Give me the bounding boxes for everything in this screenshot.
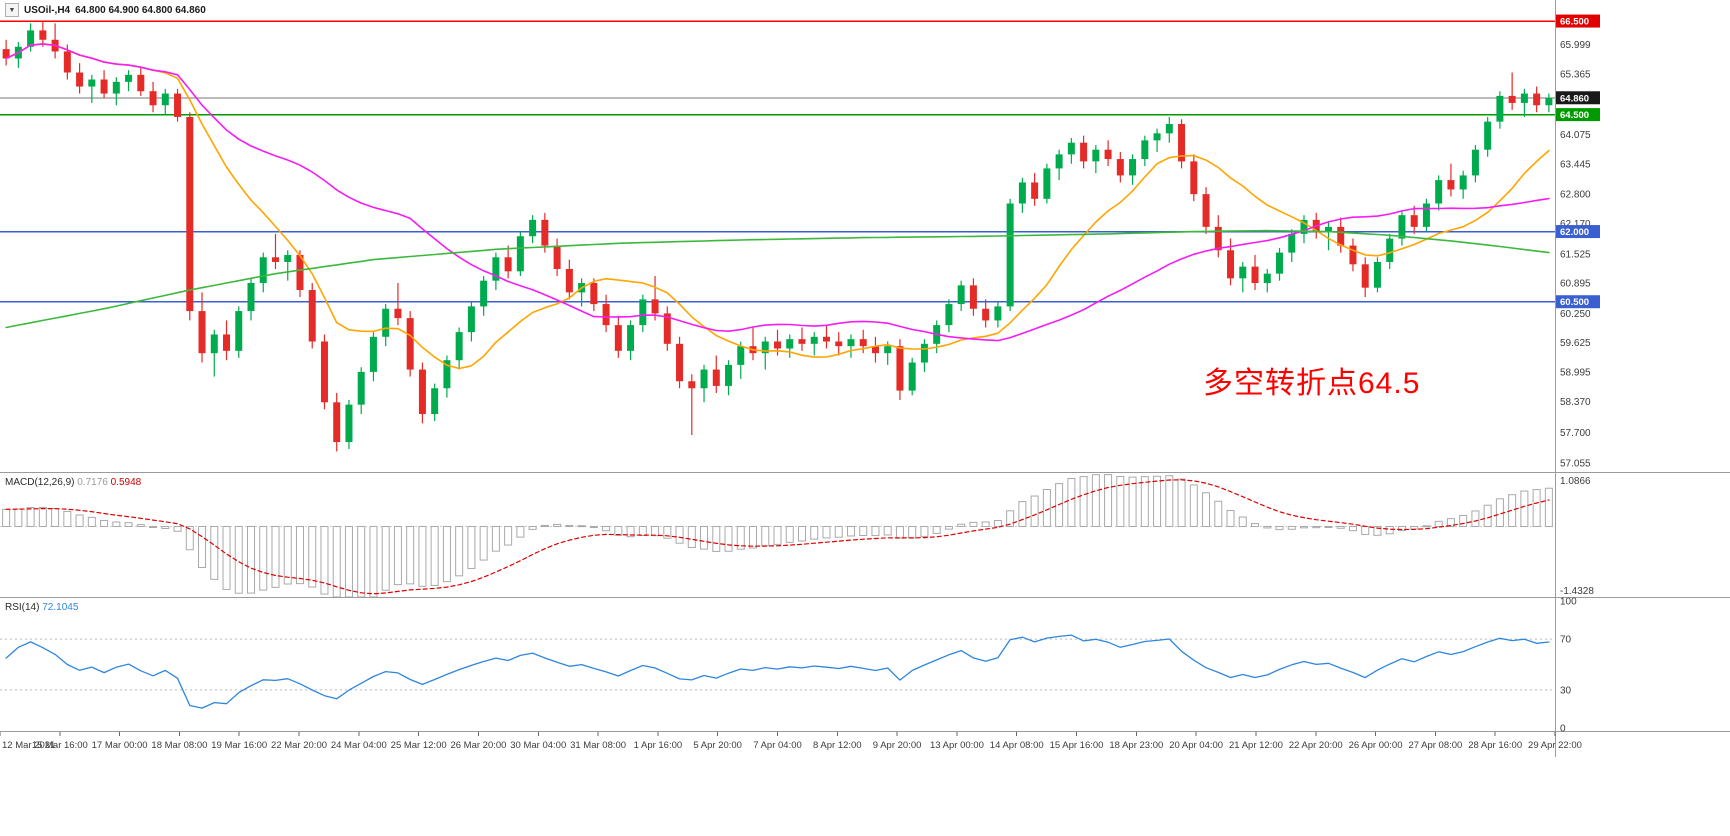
price-axis-label: 65.365 [1560, 70, 1591, 81]
macd-main-value: 0.7176 [77, 477, 108, 488]
rsi-name: RSI(14) [5, 602, 40, 613]
price-axis-label: 57.700 [1560, 428, 1591, 439]
symbol-timeframe-label: USOil-,H4 [24, 4, 71, 16]
price-axis-label: 63.445 [1560, 159, 1591, 170]
time-axis-label: 30 Mar 04:00 [510, 740, 566, 751]
price-axis-label: 57.055 [1560, 458, 1591, 469]
price-axis-label: 60.250 [1560, 309, 1591, 320]
macd-layer [0, 474, 1555, 598]
time-axis-label: 14 Apr 08:00 [990, 740, 1044, 751]
price-axis-label: 60.895 [1560, 279, 1591, 290]
candles-layer [2, 21, 1553, 452]
price-axis-label: 61.525 [1560, 249, 1591, 260]
price-axis-label: 62.800 [1560, 190, 1591, 201]
time-axis-label: 28 Apr 16:00 [1468, 740, 1522, 751]
price-axis-label: 62.170 [1560, 219, 1591, 230]
price-badge-text: 60.500 [1560, 297, 1589, 308]
time-axis-label: 18 Apr 23:00 [1109, 740, 1163, 751]
rsi-value: 72.1045 [42, 602, 79, 613]
macd-signal-line [5, 479, 1550, 595]
rsi-axis-label: 70 [1560, 635, 1572, 646]
macd-name: MACD(12,26,9) [5, 477, 75, 488]
time-axis-label: 24 Mar 04:00 [331, 740, 387, 751]
time-axis-label: 1 Apr 16:00 [634, 740, 683, 751]
chart-title-bar: ▼ USOil-,H4 64.800 64.900 64.800 64.860 [5, 3, 206, 17]
time-axis-label: 25 Mar 12:00 [391, 740, 447, 751]
time-axis-label: 18 Mar 08:00 [151, 740, 207, 751]
time-axis-label: 9 Apr 20:00 [873, 740, 922, 751]
rsi-layer [0, 634, 1555, 709]
time-axis-label: 15 Apr 16:00 [1050, 740, 1104, 751]
hlines-layer [0, 20, 1555, 303]
sma-mid-line [5, 43, 1550, 342]
time-axis-label: 22 Apr 20:00 [1289, 740, 1343, 751]
price-axis-label: 59.625 [1560, 338, 1591, 349]
macd-axis-min: -1.4328 [1560, 586, 1594, 597]
price-badge-text: 64.500 [1560, 110, 1589, 121]
price-badge-60.500 [1556, 295, 1600, 309]
time-axis-label: 31 Mar 08:00 [570, 740, 626, 751]
price-axis-label: 58.995 [1560, 368, 1591, 379]
price-axis-label: 65.999 [1560, 40, 1591, 51]
time-axis-label: 21 Apr 12:00 [1229, 740, 1283, 751]
rsi-axis-label: 100 [1560, 597, 1577, 608]
macd-axis-max: 1.0866 [1560, 476, 1591, 487]
separators-layer [0, 0, 1730, 757]
price-badge-text: 62.000 [1560, 227, 1589, 238]
time-axis-label: 29 Apr 22:00 [1528, 740, 1582, 751]
collapse-chart-icon[interactable]: ▼ [5, 3, 19, 17]
macd-indicator-label: MACD(12,26,9) 0.7176 0.5948 [5, 477, 141, 488]
price-badge-66.500 [1556, 14, 1600, 28]
price-axis-layer: 65.999 65.365 64.075 63.445 62.800 62.170 61.5… [1556, 14, 1600, 469]
price-badge-text: 64.860 [1560, 93, 1589, 104]
time-axis-label: 7 Apr 04:00 [753, 740, 802, 751]
ma-layer [5, 43, 1550, 370]
rsi-line [5, 634, 1550, 709]
macd-signal-value: 0.5948 [110, 477, 142, 488]
price-axis-label: 58.370 [1560, 397, 1591, 408]
time-axis-label: 26 Mar 20:00 [450, 740, 506, 751]
price-badge-62.000 [1556, 225, 1600, 239]
price-badge-text: 66.500 [1560, 17, 1589, 28]
time-axis-label: 19 Mar 16:00 [211, 740, 267, 751]
time-axis-label: 5 Apr 20:00 [693, 740, 742, 751]
price-axis-label: 64.075 [1560, 130, 1591, 141]
annotation-text: 多空转折点64.5 [1203, 367, 1421, 400]
rsi-axis-label: 30 [1560, 685, 1572, 696]
time-axis-label: 12 Mar 2021 [2, 740, 55, 751]
time-axis-label: 8 Apr 12:00 [813, 740, 862, 751]
time-axis-label: 22 Mar 20:00 [271, 740, 327, 751]
price-badge-64.860 [1556, 91, 1600, 105]
time-axis-label: 27 Apr 08:00 [1408, 740, 1462, 751]
rsi-indicator-label: RSI(14) 72.1045 [5, 602, 78, 613]
time-axis-label: 17 Mar 00:00 [92, 740, 148, 751]
rsi-axis-label: 0 [1560, 724, 1566, 735]
time-axis-label: 20 Apr 04:00 [1169, 740, 1223, 751]
time-axis-label: 26 Apr 00:00 [1349, 740, 1403, 751]
price-badge-64.500 [1556, 108, 1600, 122]
sma-slow-line [5, 229, 1550, 329]
time-axis-label: 13 Apr 00:00 [930, 740, 984, 751]
time-axis-label: 15 Mar 16:00 [32, 740, 88, 751]
sma-fast-line [5, 43, 1550, 370]
ohlc-values-label: 64.800 64.900 64.800 64.860 [75, 4, 206, 16]
